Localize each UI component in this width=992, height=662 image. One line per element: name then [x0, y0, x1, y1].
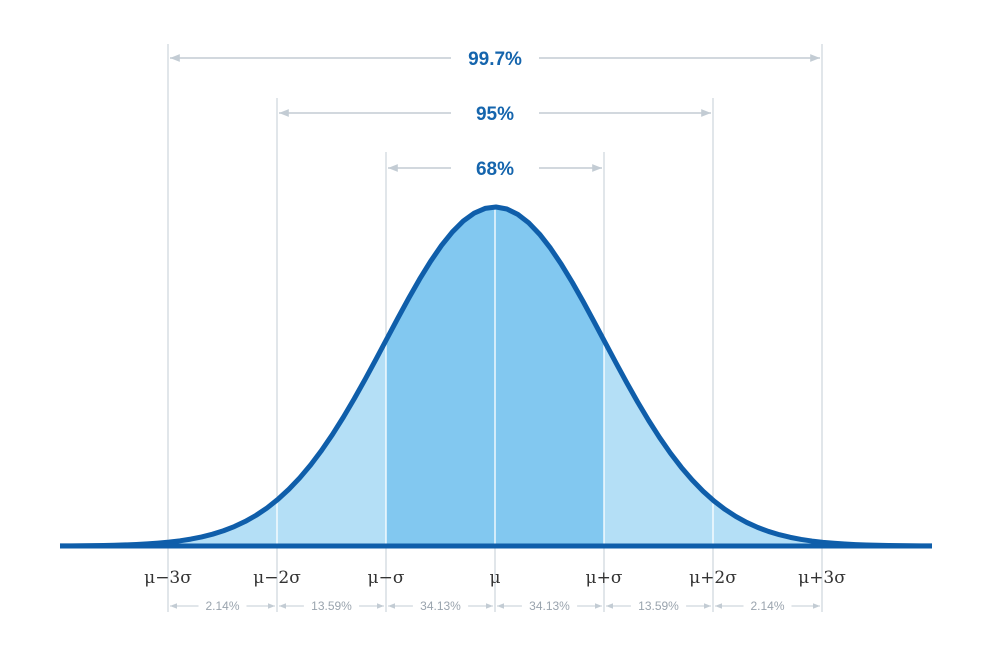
segment-label: 34.13% — [529, 599, 570, 613]
x-tick-label: μ−2σ — [253, 568, 301, 588]
interval-label: 99.7% — [468, 49, 522, 70]
x-tick-label: μ+3σ — [798, 568, 846, 588]
curve-line — [59, 204, 933, 549]
segment-annotations: 2.14% 13.59% 34.13% 34.13% 13.59% 2.14% — [170, 599, 820, 613]
x-tick-label: μ+2σ — [689, 568, 737, 588]
segment-label: 13.59% — [311, 599, 352, 613]
x-tick-labels: μ−3σ μ−2σ μ−σ μ μ+σ μ+2σ μ+3σ — [144, 568, 846, 588]
interval-annotations: 99.7% 95% 68% — [170, 49, 820, 180]
interval-label: 68% — [476, 159, 514, 180]
segment-label: 2.14% — [205, 599, 239, 613]
segment-label: 34.13% — [420, 599, 461, 613]
bell-curve — [59, 204, 933, 549]
x-tick-label: μ+σ — [586, 568, 623, 588]
x-tick-label: μ — [489, 568, 500, 588]
segment-label: 2.14% — [750, 599, 784, 613]
sigma-guide-lines — [167, 44, 823, 612]
segment-label: 13.59% — [638, 599, 679, 613]
interval-label: 95% — [476, 104, 514, 125]
x-tick-label: μ−3σ — [144, 568, 192, 588]
x-tick-label: μ−σ — [368, 568, 405, 588]
area-fills — [60, 207, 932, 546]
fill-right-tail — [604, 340, 932, 546]
fill-left-tail — [60, 340, 386, 546]
